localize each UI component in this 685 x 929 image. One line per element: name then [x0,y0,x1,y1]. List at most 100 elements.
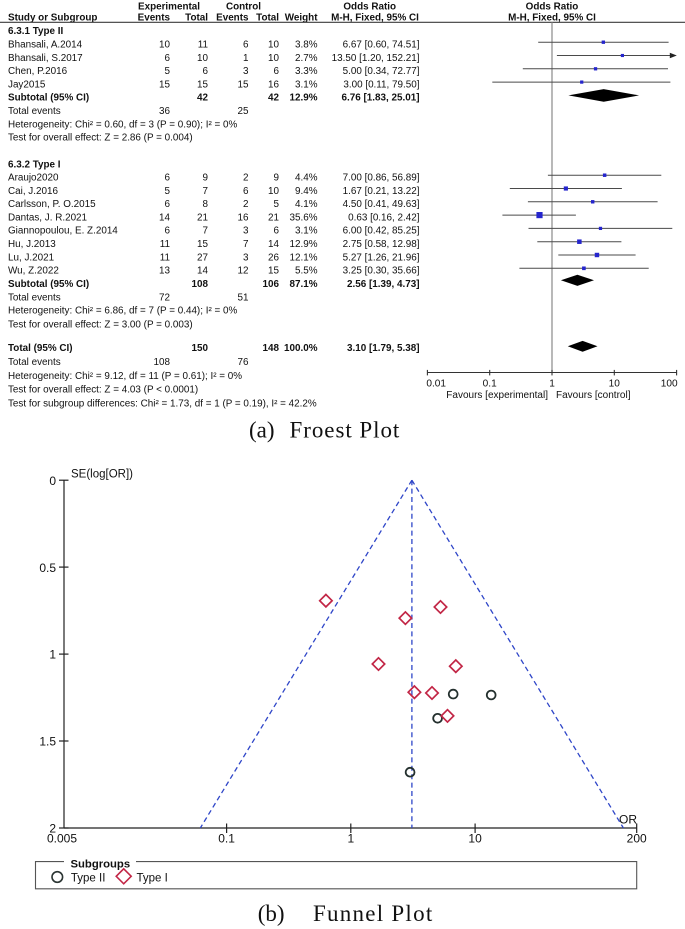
svg-text:Giannopoulou, E. Z.2014: Giannopoulou, E. Z.2014 [8,226,118,237]
svg-text:5: 5 [274,199,280,210]
svg-text:150: 150 [192,343,209,354]
svg-text:Experimental: Experimental [138,2,200,13]
svg-text:Chen, P.2016: Chen, P.2016 [8,66,68,77]
svg-text:Total events: Total events [8,106,61,117]
svg-text:1: 1 [49,648,56,662]
svg-text:7: 7 [203,226,209,237]
svg-text:M-H, Fixed, 95% CI: M-H, Fixed, 95% CI [508,13,596,24]
svg-text:100: 100 [661,379,678,390]
svg-text:Bhansali, A.2014: Bhansali, A.2014 [8,40,83,51]
svg-text:2: 2 [243,199,249,210]
svg-text:2.56 [1.39, 4.73]: 2.56 [1.39, 4.73] [347,279,419,290]
svg-text:14: 14 [159,212,170,223]
svg-text:Weight: Weight [285,13,318,24]
svg-text:15: 15 [197,239,208,250]
svg-text:148: 148 [263,343,280,354]
svg-text:3: 3 [243,66,249,77]
svg-text:6: 6 [165,226,171,237]
svg-text:10: 10 [609,379,621,390]
svg-text:106: 106 [263,279,280,290]
svg-text:Heterogeneity: Chi² = 9.12, df: Heterogeneity: Chi² = 9.12, df = 11 (P =… [8,371,242,382]
svg-text:26: 26 [268,252,279,263]
svg-text:15: 15 [238,79,249,90]
svg-text:0.63 [0.16, 2.42]: 0.63 [0.16, 2.42] [348,212,420,223]
svg-text:0.005: 0.005 [47,832,77,846]
svg-text:Study or Subgroup: Study or Subgroup [8,13,97,24]
svg-text:9: 9 [203,173,209,184]
svg-text:Favours [control]: Favours [control] [556,390,631,401]
svg-text:(a): (a) [249,418,275,443]
svg-text:Events: Events [138,13,171,24]
svg-text:12.9%: 12.9% [289,239,317,250]
svg-text:51: 51 [238,292,249,303]
svg-text:Test for overall effect: Z = 3: Test for overall effect: Z = 3.00 (P = 0… [8,319,193,330]
svg-text:9: 9 [274,173,280,184]
svg-text:10: 10 [197,53,208,64]
svg-text:6.76 [1.83, 25.01]: 6.76 [1.83, 25.01] [342,93,420,104]
svg-text:3: 3 [243,226,249,237]
svg-text:0.5: 0.5 [39,561,56,575]
svg-text:15: 15 [268,266,279,277]
svg-text:7: 7 [243,239,249,250]
svg-text:108: 108 [192,279,209,290]
svg-text:10: 10 [268,40,279,51]
svg-text:6: 6 [274,226,280,237]
svg-text:Total events: Total events [8,292,61,303]
svg-text:42: 42 [268,93,279,104]
svg-text:Test for overall effect: Z = 2: Test for overall effect: Z = 2.86 (P = 0… [8,133,193,144]
svg-text:2: 2 [49,822,56,836]
svg-text:4.4%: 4.4% [295,173,318,184]
svg-text:72: 72 [159,292,170,303]
svg-text:1: 1 [347,832,354,846]
svg-text:Type I: Type I [137,872,168,884]
svg-text:12.1%: 12.1% [289,252,317,263]
svg-text:3.1%: 3.1% [295,79,318,90]
svg-text:Test for overall effect: Z = 4: Test for overall effect: Z = 4.03 (P < 0… [8,385,198,396]
svg-text:15: 15 [197,79,208,90]
svg-text:Heterogeneity: Chi² = 6.86, df: Heterogeneity: Chi² = 6.86, df = 7 (P = … [8,306,237,317]
svg-text:0.01: 0.01 [426,379,446,390]
svg-text:Carlsson, P. O.2015: Carlsson, P. O.2015 [8,199,96,210]
svg-text:Cai, J.2016: Cai, J.2016 [8,186,58,197]
svg-text:0.1: 0.1 [483,379,497,390]
svg-text:15: 15 [159,79,170,90]
svg-text:4.1%: 4.1% [295,199,318,210]
svg-text:6: 6 [203,66,209,77]
svg-text:5: 5 [165,66,171,77]
svg-text:12: 12 [238,266,249,277]
svg-text:42: 42 [197,93,208,104]
svg-text:7.00 [0.86, 56.89]: 7.00 [0.86, 56.89] [343,173,420,184]
svg-text:2: 2 [243,173,249,184]
svg-text:25: 25 [238,106,249,117]
svg-text:3: 3 [243,252,249,263]
svg-text:1: 1 [549,379,555,390]
svg-text:6: 6 [243,186,249,197]
svg-text:Bhansali, S.2017: Bhansali, S.2017 [8,53,83,64]
svg-text:9.4%: 9.4% [295,186,318,197]
svg-text:10: 10 [268,186,279,197]
svg-text:Favours [experimental]: Favours [experimental] [446,390,548,401]
svg-text:Total events: Total events [8,357,61,368]
svg-text:(b): (b) [258,901,285,926]
svg-text:Subtotal (95% CI): Subtotal (95% CI) [8,93,89,104]
svg-text:Total: Total [256,13,279,24]
svg-text:1: 1 [243,53,249,64]
svg-text:35.6%: 35.6% [289,212,317,223]
svg-text:Odds Ratio: Odds Ratio [343,2,396,13]
svg-text:6.3.2 Type I: 6.3.2 Type I [8,159,61,170]
svg-text:Odds Ratio: Odds Ratio [526,2,579,13]
svg-text:6.67 [0.60, 74.51]: 6.67 [0.60, 74.51] [343,40,420,51]
svg-text:Events: Events [216,13,249,24]
svg-text:10: 10 [468,832,482,846]
svg-text:16: 16 [268,79,279,90]
svg-text:Subtotal (95% CI): Subtotal (95% CI) [8,279,89,290]
svg-text:3.10 [1.79, 5.38]: 3.10 [1.79, 5.38] [347,343,419,354]
svg-text:76: 76 [238,357,249,368]
svg-text:14: 14 [268,239,279,250]
svg-text:6: 6 [274,66,280,77]
svg-text:6: 6 [243,40,249,51]
svg-text:3.3%: 3.3% [295,66,318,77]
svg-text:11: 11 [160,252,171,263]
svg-text:Control: Control [226,2,261,13]
svg-text:5.27 [1.26, 21.96]: 5.27 [1.26, 21.96] [343,252,420,263]
